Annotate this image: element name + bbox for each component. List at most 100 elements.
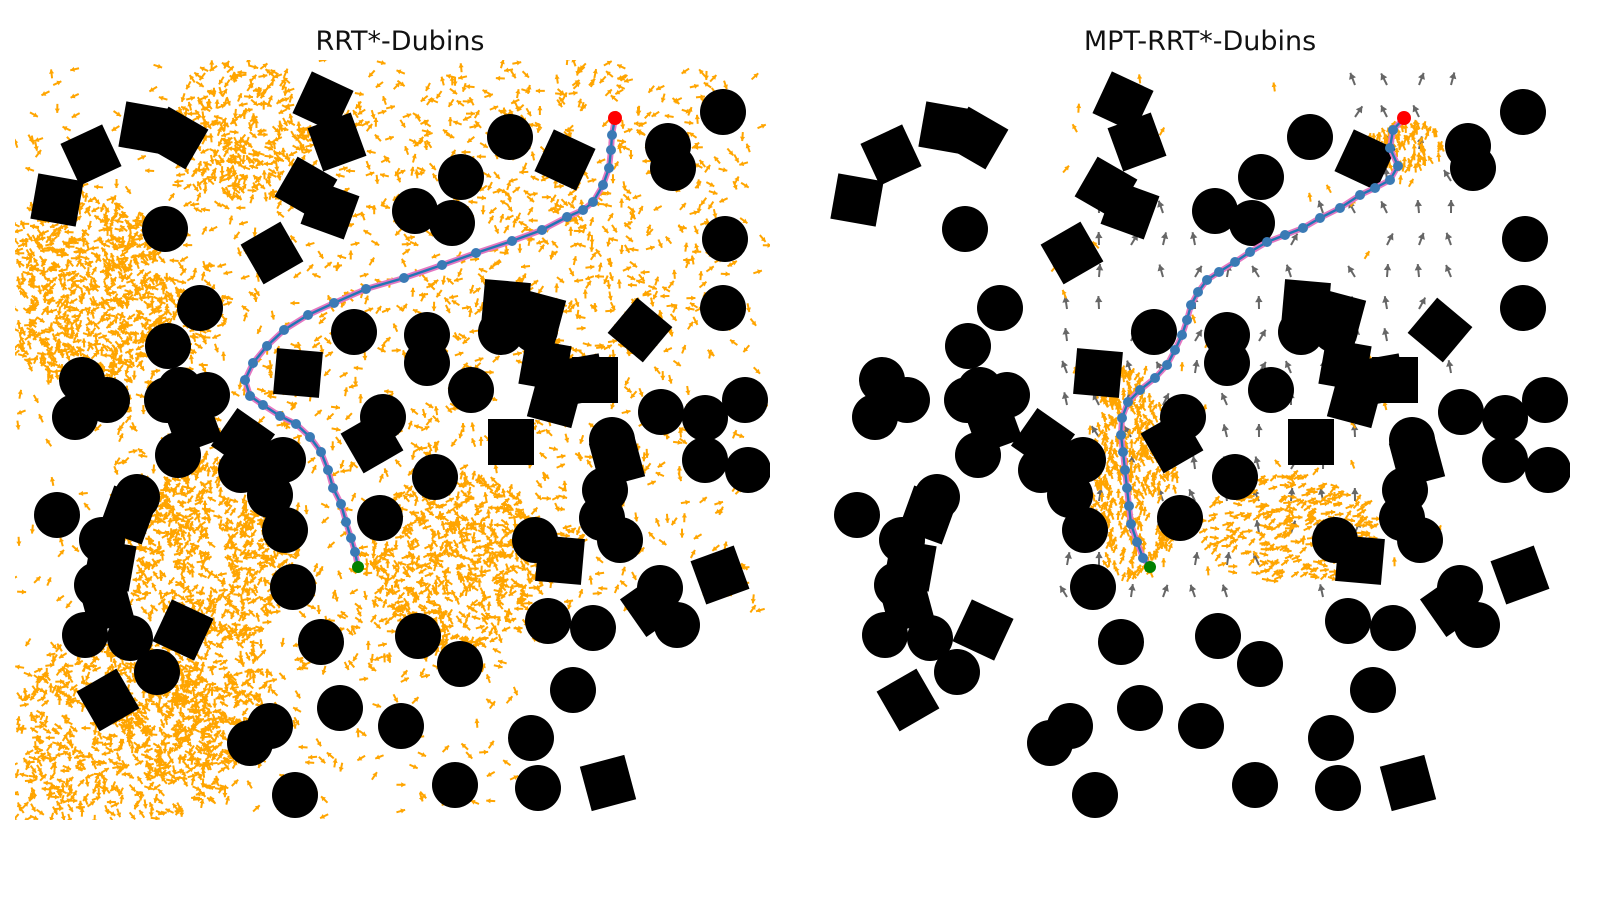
tree-edge-head [226, 100, 231, 106]
tree-edge-head [198, 746, 204, 751]
tree-edge-head [21, 696, 27, 702]
tree-edge-head [454, 596, 460, 602]
tree-edge-head [86, 332, 92, 337]
tree-edge-head [171, 595, 177, 601]
tree-edge-head [189, 593, 195, 599]
tree-edge-head [129, 240, 136, 245]
tree-edge-head [379, 617, 384, 623]
tree-edge-head [211, 87, 217, 93]
tree-edge-head [101, 781, 107, 786]
tree-edge-head [108, 347, 114, 352]
tree-edge-head [186, 589, 192, 595]
tree-edge-head [73, 798, 78, 804]
tree-edge-head [175, 560, 181, 566]
tree-edge-head [84, 255, 90, 261]
tree-edge-head [285, 105, 291, 110]
tree-edge-head [141, 322, 146, 328]
tree-edge-head [440, 521, 446, 526]
tree-edge-head [465, 521, 470, 527]
tree-edge-head [38, 336, 44, 342]
tree-edge-head [172, 529, 178, 534]
tree-edge-head [437, 605, 443, 611]
tree-edge-head [506, 608, 512, 614]
tree-edge-head [235, 182, 241, 188]
tree-edge-head [217, 753, 223, 759]
tree-edge-head [56, 338, 62, 344]
tree-edge-head [181, 106, 187, 111]
tree-edge-head [410, 561, 416, 566]
tree-edge-head [34, 749, 40, 755]
tree-edge-head [67, 728, 73, 733]
tree-edge-head [266, 174, 272, 179]
tree-edge [15, 791, 19, 794]
tree-edge-head [246, 626, 252, 632]
tree-edge-head [46, 652, 52, 658]
tree-edge-head [40, 248, 45, 254]
tree-edge-head [198, 522, 204, 528]
tree-edge [247, 60, 251, 67]
tree-edge-head [67, 785, 73, 791]
tree-edge-head [206, 123, 212, 129]
tree-edge-head [469, 494, 475, 500]
tree-edge-head [115, 238, 121, 243]
tree-edge-head [266, 102, 272, 107]
tree-edge-head [153, 257, 158, 262]
tree-edge-head [493, 630, 498, 636]
tree-edge-head [190, 95, 195, 101]
tree-edge-head [75, 317, 80, 323]
tree-edge-head [114, 329, 120, 335]
tree-edge-head [41, 672, 46, 678]
tree-edge-head [57, 348, 63, 354]
tree-edge-head [27, 236, 33, 242]
tree-edge-head [263, 161, 268, 167]
tree-edge-head [413, 497, 419, 502]
tree-edge-head [296, 134, 302, 140]
tree-edge-head [46, 246, 52, 252]
tree-edge-head [501, 488, 507, 494]
tree-edge-head [210, 796, 215, 802]
tree-edge-head [451, 523, 457, 529]
tree-edge-head [436, 575, 441, 581]
tree-edge-head [65, 355, 71, 361]
tree-edge-head [459, 470, 465, 476]
tree-edge-head [43, 283, 48, 289]
tree-edge-head [40, 236, 46, 242]
tree-edge-head [229, 560, 236, 565]
tree-edge-head [458, 528, 464, 534]
tree-edge-head [134, 791, 140, 797]
tree-edge-head [70, 345, 76, 351]
tree-edge-head [393, 491, 399, 497]
tree-edge-head [150, 725, 156, 731]
tree-edge-head [56, 310, 62, 316]
tree-edge-head [216, 730, 222, 735]
tree-edge-head [174, 561, 179, 567]
tree-edge-head [70, 329, 76, 335]
tree-edge-head [99, 268, 105, 274]
tree-edge-head [400, 577, 406, 583]
tree-edge-head [282, 91, 288, 96]
tree-edge-head [151, 582, 157, 588]
tree-edge-head [481, 628, 487, 634]
tree-edge-head [42, 307, 47, 313]
tree-edge-head [241, 498, 247, 504]
tree-edge-head [176, 512, 182, 517]
tree-edge-head [136, 345, 142, 350]
tree-edge-head [39, 724, 44, 730]
tree-edge-head [92, 666, 98, 672]
tree-edge-head [120, 299, 126, 305]
tree-edge-head [75, 255, 80, 261]
tree-edge-head [91, 736, 97, 742]
tree-edge-head [384, 548, 390, 554]
tree-edge-head [110, 306, 116, 312]
tree-edge-head [27, 359, 32, 364]
tree-edge-head [389, 552, 395, 558]
tree-edge-head [116, 358, 122, 364]
tree-edge-head [200, 564, 206, 570]
tree-edge-head [444, 579, 450, 584]
tree-edge-head [495, 592, 500, 598]
tree-edge-head [253, 100, 258, 106]
tree-edge-head [105, 316, 111, 322]
tree-edge-head [100, 218, 106, 223]
tree-edge-head [489, 637, 495, 642]
tree-edge-head [38, 810, 44, 815]
